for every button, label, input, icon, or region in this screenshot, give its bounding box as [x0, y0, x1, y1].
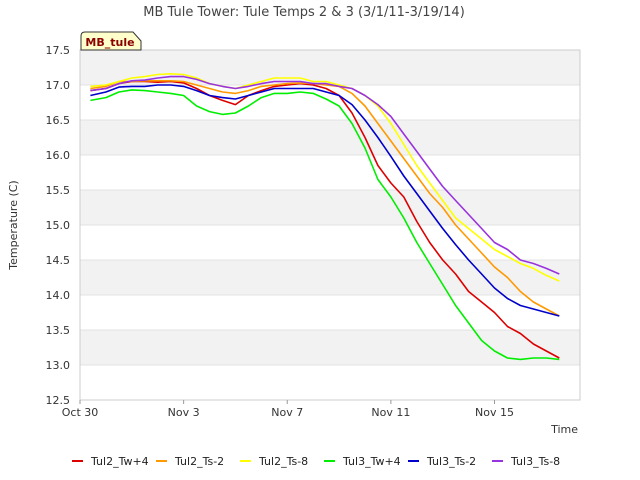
background-band — [80, 295, 580, 330]
x-tick-label: Nov 7 — [271, 406, 303, 419]
y-tick-label: 16.0 — [46, 149, 71, 162]
y-tick-label: 17.0 — [46, 79, 71, 92]
background-band — [80, 190, 580, 225]
chart-title: MB Tule Tower: Tule Temps 2 & 3 (3/1/11-… — [143, 5, 465, 20]
x-tick-label: Nov 15 — [475, 406, 514, 419]
x-axis-label: Time — [550, 423, 578, 436]
legend-label: Tul2_Ts-2 — [174, 455, 224, 468]
plot-background-bands — [80, 50, 580, 400]
y-tick-label: 13.0 — [46, 359, 71, 372]
background-band — [80, 330, 580, 365]
background-band — [80, 365, 580, 400]
series-line-tul2-ts-2 — [90, 80, 560, 317]
y-axis-ticks: 12.5 13.0 13.5 14.0 14.5 15.0 15.5 16.0 16.5 17.0… — [46, 44, 71, 407]
y-tick-label: 13.5 — [46, 324, 71, 337]
background-band — [80, 260, 580, 295]
series-line-tul3-ts-2 — [90, 84, 560, 317]
legend-label: Tul2_Tw+4 — [90, 455, 149, 468]
y-axis-label: Temperature (C) — [7, 180, 20, 270]
series-line-tul3-tw-4 — [90, 89, 560, 361]
x-tick-label: Nov 3 — [168, 406, 200, 419]
background-band — [80, 50, 580, 85]
y-tick-label: 15.5 — [46, 184, 71, 197]
legend-label: Tul3_Ts-8 — [510, 455, 560, 468]
plot-frame — [79, 49, 581, 401]
series-line-tul3-ts-8 — [90, 75, 560, 275]
legend-label: Tul2_Ts-8 — [258, 455, 308, 468]
background-band — [80, 155, 580, 190]
x-axis-ticks: Oct 30 Nov 3 Nov 7 Nov 11 Nov 15 — [62, 400, 514, 419]
badge-shape — [80, 31, 142, 51]
legend: Tul2_Tw+4 Tul2_Ts-2 Tul2_Ts-8 Tul3_Tw+4 Tul3… — [72, 455, 560, 468]
x-tick-label: Oct 30 — [62, 406, 99, 419]
legend-label: Tul3_Tw+4 — [342, 455, 401, 468]
y-tick-label: 14.5 — [46, 254, 71, 267]
badge-label: MB_tule — [85, 36, 134, 49]
y-tick-label: 16.5 — [46, 114, 71, 127]
station-badge: MB_tule — [80, 31, 142, 51]
y-tick-label: 15.0 — [46, 219, 71, 232]
series-line-tul2-ts-8 — [90, 73, 560, 282]
background-band — [80, 225, 580, 260]
y-tick-label: 12.5 — [46, 394, 71, 407]
background-band — [80, 120, 580, 155]
series-lines — [90, 73, 560, 361]
y-tick-label: 14.0 — [46, 289, 71, 302]
y-tick-label: 17.5 — [46, 44, 71, 57]
legend-label: Tul3_Ts-2 — [426, 455, 476, 468]
x-tick-label: Nov 11 — [371, 406, 410, 419]
